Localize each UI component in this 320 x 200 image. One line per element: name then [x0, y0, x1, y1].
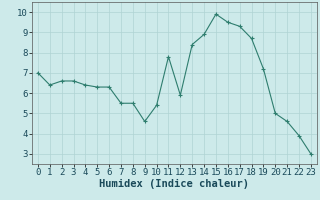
X-axis label: Humidex (Indice chaleur): Humidex (Indice chaleur)	[100, 179, 249, 189]
